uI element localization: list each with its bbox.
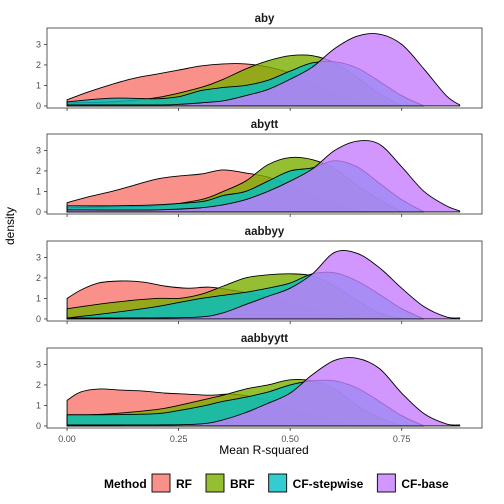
legend-label: CF-base xyxy=(401,477,449,491)
legend-swatch xyxy=(376,473,396,493)
legend-swatch xyxy=(268,473,288,493)
facet-strip xyxy=(47,8,482,28)
y-tick-label: 0 xyxy=(36,314,41,324)
legend-entry: CF-stepwise xyxy=(268,473,364,493)
y-tick-label: 2 xyxy=(36,273,41,283)
y-tick-label: 0 xyxy=(36,101,41,111)
panel-border xyxy=(46,240,483,322)
y-tick-label: 1 xyxy=(36,80,41,90)
panel-border xyxy=(46,27,483,109)
legend-label: RF xyxy=(176,477,192,491)
facet-title: abytt xyxy=(251,119,279,131)
facet-panel: aabbyy 0 1 2 3 xyxy=(36,221,483,324)
legend-label: CF-stepwise xyxy=(293,477,364,491)
y-tick-label: 1 xyxy=(36,186,41,196)
legend: Method RF BRF CF-stepwise CF-base xyxy=(104,473,449,493)
y-tick-label: 3 xyxy=(36,359,41,369)
density-area-cf-base xyxy=(66,249,461,320)
facet-panel: aby 0 1 2 3 xyxy=(36,8,483,111)
y-tick-label: 3 xyxy=(36,145,41,155)
y-tick-label: 0 xyxy=(36,207,41,217)
legend-entry: CF-base xyxy=(376,473,449,493)
facet-title: aabbyy xyxy=(245,226,285,238)
y-tick-label: 0 xyxy=(36,421,41,431)
legend-swatch xyxy=(205,473,225,493)
y-axis-title: density xyxy=(3,207,17,245)
density-area-cf-base xyxy=(66,140,461,213)
y-tick-label: 3 xyxy=(36,39,41,49)
facet-title: aabbyytt xyxy=(241,333,288,345)
x-tick-label: 0.25 xyxy=(170,434,188,444)
facet-panel: aabbyytt 0 1 2 3 0.00 0.25 0.50 0.75 xyxy=(36,328,483,444)
density-area-cf-base xyxy=(66,357,461,427)
x-tick-label: 0.75 xyxy=(393,434,411,444)
y-tick-label: 3 xyxy=(36,252,41,262)
facet-strip xyxy=(47,328,482,348)
y-tick-label: 1 xyxy=(36,293,41,303)
y-tick-label: 2 xyxy=(36,380,41,390)
y-tick-label: 2 xyxy=(36,166,41,176)
x-tick-label: 0.50 xyxy=(281,434,299,444)
legend-label: BRF xyxy=(230,477,255,491)
x-tick-label: 0.00 xyxy=(58,434,76,444)
facet-strip xyxy=(47,221,482,241)
legend-title: Method xyxy=(104,477,147,491)
legend-entry: RF xyxy=(151,473,192,493)
y-tick-label: 2 xyxy=(36,60,41,70)
legend-entry: BRF xyxy=(205,473,255,493)
panel-border xyxy=(46,347,483,429)
legend-swatch xyxy=(151,473,171,493)
density-area-cf-base xyxy=(66,33,461,107)
x-axis-title: Mean R-squared xyxy=(219,443,308,457)
panel-border xyxy=(46,133,483,215)
facet-panels: aby 0 1 2 3 abytt 0 1 2 3 aabbyy 0 1 2 3 aabbyytt 0 1 2 3 0.… xyxy=(36,8,483,444)
y-tick-label: 1 xyxy=(36,400,41,410)
facet-panel: abytt 0 1 2 3 xyxy=(36,114,483,217)
facet-strip xyxy=(47,114,482,134)
facet-title: aby xyxy=(255,13,275,25)
